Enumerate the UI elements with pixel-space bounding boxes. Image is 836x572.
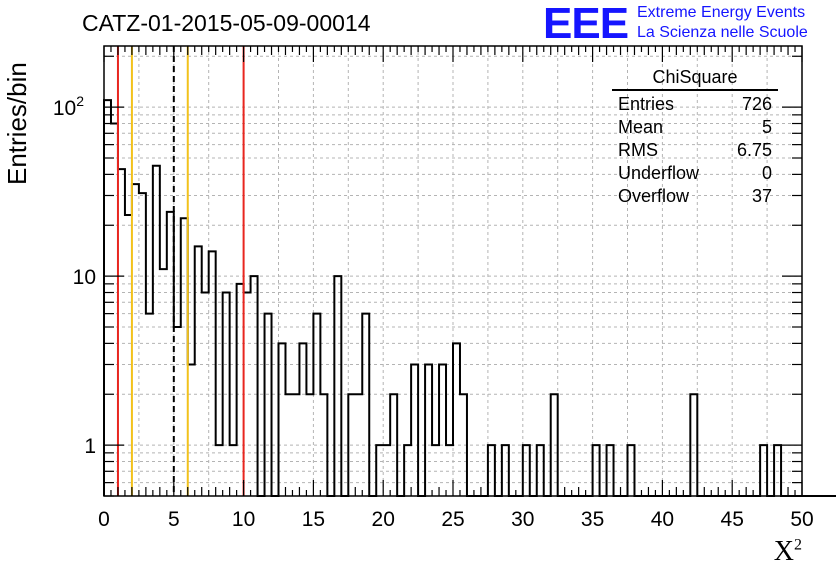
stats-row-underflow: Underflow 0 (612, 162, 778, 185)
x-tick-label: 20 (372, 508, 395, 531)
stats-row-mean: Mean 5 (612, 116, 778, 139)
x-tick-label: 30 (511, 508, 534, 531)
x-tick-label: 50 (790, 508, 813, 531)
eee-logo: EEE (543, 0, 629, 48)
stats-label: Entries (618, 94, 675, 114)
y-axis-label: Entries/bin (2, 62, 32, 185)
stats-value: 37 (751, 186, 772, 206)
stats-label: Underflow (618, 163, 700, 183)
stats-label: Mean (618, 117, 664, 137)
x-axis-label-text: X (773, 536, 794, 567)
stats-value: 726 (741, 94, 772, 114)
stats-row-overflow: Overflow 37 (612, 185, 778, 208)
stats-title: ChiSquare (612, 66, 778, 91)
y-tick-label: 102 (53, 93, 84, 120)
x-tick-label: 15 (302, 508, 325, 531)
x-axis-label-superscript: 2 (794, 536, 802, 554)
x-tick-label: 25 (441, 508, 464, 531)
chart-title: CATZ-01-2015-05-09-00014 (82, 10, 371, 36)
x-tick-label: 10 (232, 508, 255, 531)
x-tick-label: 0 (98, 508, 110, 531)
x-tick-label: 45 (721, 508, 744, 531)
stats-label: RMS (618, 140, 658, 160)
stats-box: ChiSquare Entries 726 Mean 5 RMS 6.75 Under… (612, 66, 778, 208)
x-tick-label: 40 (651, 508, 674, 531)
stats-value: 5 (761, 117, 772, 137)
x-tick-label: 5 (168, 508, 180, 531)
stats-label: Overflow (618, 186, 690, 206)
x-axis-label: X2 (774, 536, 802, 568)
stats-value: 0 (761, 163, 772, 183)
y-tick-label: 10 (73, 266, 96, 289)
stats-row-entries: Entries 726 (612, 93, 778, 116)
stats-row-rms: RMS 6.75 (612, 139, 778, 162)
logo-line-2: La Scienza nelle Scuole (637, 24, 808, 41)
stats-value: 6.75 (736, 140, 772, 160)
y-tick-label: 1 (84, 435, 96, 458)
logo-line-1: Extreme Energy Events (637, 4, 806, 21)
x-tick-label: 35 (581, 508, 604, 531)
